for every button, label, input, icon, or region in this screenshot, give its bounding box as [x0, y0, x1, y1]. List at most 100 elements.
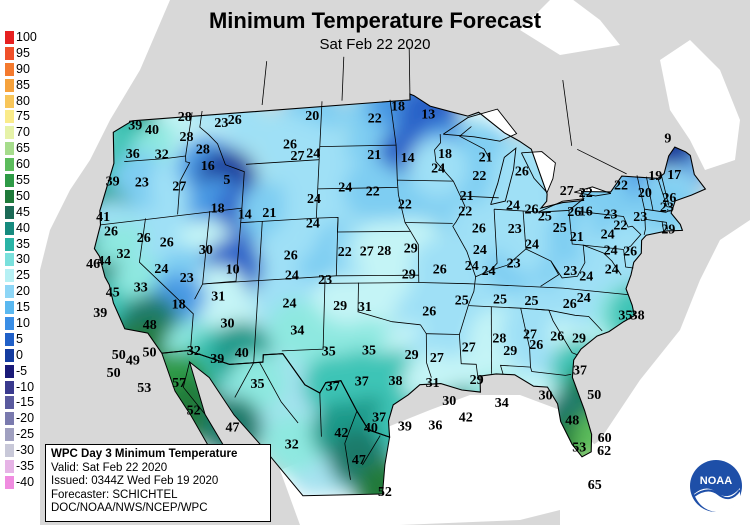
legend-swatch — [5, 189, 14, 203]
agency-credit: DOC/NOAA/NWS/NCEP/WPC — [51, 502, 208, 514]
temperature-value: 39 — [210, 352, 224, 367]
temperature-value: 50 — [587, 388, 601, 403]
temperature-value: 27 — [360, 244, 374, 259]
legend-swatch — [5, 253, 14, 267]
temperature-value: 29 — [333, 299, 347, 314]
legend-swatch — [5, 364, 14, 378]
legend-label: 10 — [16, 316, 30, 331]
temperature-value: 27 — [430, 351, 444, 366]
legend-entry: 70 — [3, 125, 43, 141]
temperature-value: 21 — [570, 230, 584, 245]
temperature-value: 41 — [96, 210, 110, 225]
temperature-value: 18 — [391, 100, 405, 115]
temperature-value: 21 — [479, 150, 493, 165]
state-border — [245, 159, 320, 165]
legend-entry: 20 — [3, 284, 43, 300]
product-heading: WPC Day 3 Minimum Temperature — [51, 448, 238, 460]
legend-entry: 75 — [3, 109, 43, 125]
state-border — [646, 176, 654, 211]
legend-label: -5 — [16, 363, 28, 378]
temperature-value: 26 — [567, 205, 581, 220]
temperature-value: 39 — [398, 419, 412, 434]
temperature-value: 24 — [306, 217, 320, 232]
legend-label: -35 — [16, 459, 35, 474]
temperature-value: 27 — [462, 341, 476, 356]
legend-label: 15 — [16, 300, 30, 315]
temperature-value: 35 — [362, 344, 376, 359]
temperature-value: 26 — [283, 138, 297, 153]
state-border — [458, 126, 491, 160]
legend-label: 35 — [16, 236, 30, 251]
province-border — [182, 361, 206, 415]
temperature-value: 57 — [172, 376, 186, 391]
temperature-value: 26 — [104, 224, 118, 239]
state-border — [124, 155, 186, 162]
legend-swatch — [5, 78, 14, 92]
temperature-value: 23 — [660, 201, 674, 216]
state-border — [357, 282, 421, 326]
temperature-value: 27 — [523, 328, 537, 343]
temperature-value: 48 — [565, 414, 579, 429]
temperature-value: 26 — [662, 191, 676, 206]
temperature-value: 40 — [145, 123, 159, 138]
state-border — [662, 221, 668, 230]
temperature-value: 40 — [235, 346, 249, 361]
legend-label: 0 — [16, 347, 23, 362]
legend-entry: 0 — [3, 348, 43, 364]
valid-date: Valid: Sat Feb 22 2020 — [51, 461, 168, 474]
temperature-value: 62 — [597, 444, 611, 459]
temperature-value: 22 — [614, 179, 628, 194]
state-border — [397, 179, 454, 182]
province-border — [259, 362, 299, 424]
temperature-value: 24 — [473, 243, 487, 258]
temperature-value: 42 — [334, 426, 348, 441]
state-border — [452, 180, 477, 335]
temperature-value: 18 — [211, 201, 225, 216]
temperature-value: 26 — [515, 164, 529, 179]
temperature-value: 50 — [107, 366, 121, 381]
legend-entry: 80 — [3, 94, 43, 110]
legend-label: 65 — [16, 141, 30, 156]
temperature-value: 27 — [172, 179, 186, 194]
state-border — [389, 99, 420, 283]
state-border — [199, 110, 245, 209]
temperature-value: 24 — [577, 291, 591, 306]
legend-label: 5 — [16, 331, 23, 346]
legend-swatch — [5, 460, 14, 474]
temperature-value: 25 — [455, 294, 469, 309]
map-title: Minimum Temperature Forecast — [208, 8, 542, 33]
temperature-value: 26 — [160, 236, 174, 251]
lake-shore — [537, 198, 585, 213]
temperature-value: 52 — [187, 404, 201, 419]
temperature-value: 14 — [238, 208, 252, 223]
temperature-value: 44 — [97, 254, 111, 269]
legend-swatch — [5, 332, 14, 346]
legend-label: 95 — [16, 45, 30, 60]
temperature-value: 50 — [112, 348, 126, 363]
atlantic-ocean — [560, 220, 750, 525]
temperature-value: 22 — [579, 186, 593, 201]
temperature-value: 16 — [579, 205, 593, 220]
temperature-value: 21 — [367, 148, 381, 163]
color-legend: 100 95 90 85 80 75 70 65 60 55 50 45 40 35 30 25 20 15 10 5… — [3, 30, 43, 491]
temperature-value: 24 — [506, 199, 520, 214]
temperature-value: 37 — [355, 374, 369, 389]
state-border — [623, 249, 634, 269]
temperature-value: 26 — [623, 244, 637, 259]
temperature-value: 29 — [661, 222, 675, 237]
temperature-value: 31 — [211, 290, 225, 305]
province-border — [362, 435, 381, 466]
temperature-value: 24 — [307, 192, 321, 207]
state-border — [202, 275, 337, 285]
state-border — [459, 334, 479, 377]
temperature-value: 22 — [368, 111, 382, 126]
temperature-value: 9 — [664, 132, 671, 147]
legend-entry: 95 — [3, 46, 43, 62]
temperature-value: 28 — [377, 244, 391, 259]
legend-label: -30 — [16, 443, 35, 458]
temperature-value: 25 — [553, 221, 567, 236]
state-border — [490, 209, 498, 271]
temperature-value: 45 — [106, 286, 120, 301]
legend-label: 60 — [16, 157, 30, 172]
temperature-value: 60 — [598, 431, 612, 446]
